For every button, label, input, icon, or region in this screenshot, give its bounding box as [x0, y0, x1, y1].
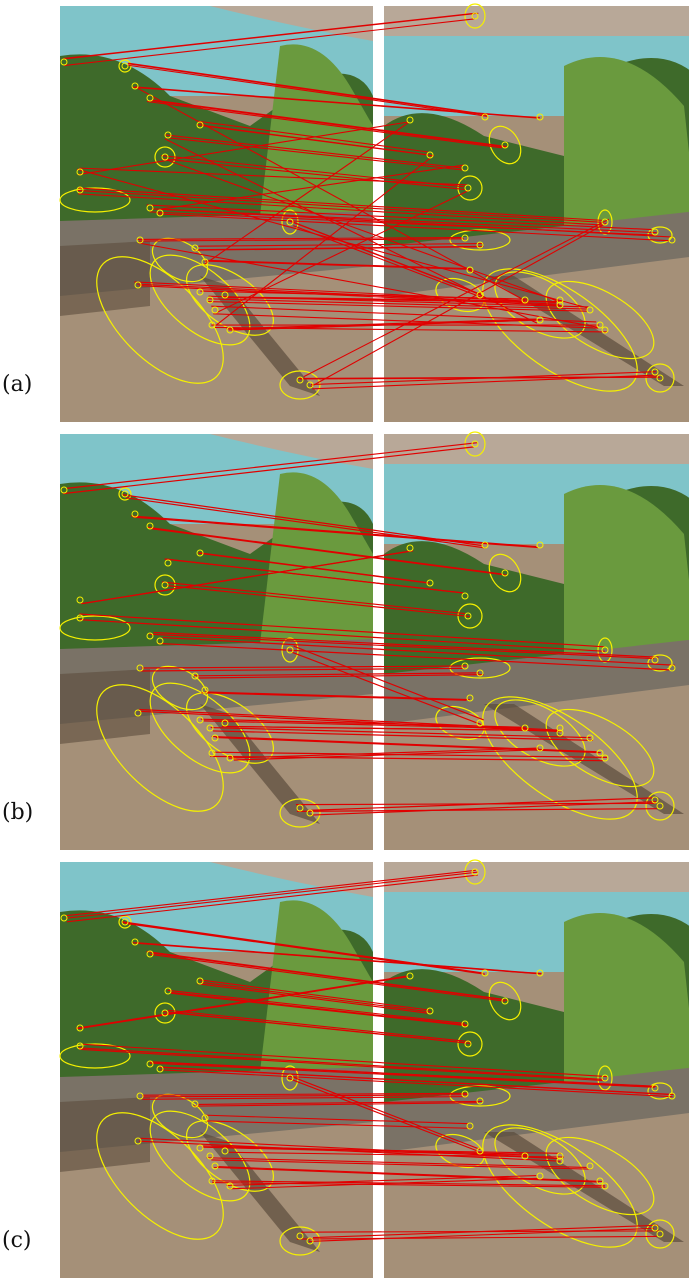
left-image	[60, 6, 373, 422]
scene-right	[384, 434, 689, 850]
panel-b: (b)	[0, 428, 689, 853]
scene-left	[60, 434, 373, 850]
panel-label: (c)	[2, 1228, 32, 1253]
scene-right	[384, 6, 689, 422]
panel-label: (a)	[2, 372, 33, 397]
right-image	[384, 434, 689, 850]
left-image	[60, 862, 373, 1278]
scene-left	[60, 6, 373, 422]
panel-c: (c)	[0, 856, 689, 1281]
right-image	[384, 862, 689, 1278]
left-image	[60, 434, 373, 850]
panel-a: (a)	[0, 0, 689, 425]
panel-label: (b)	[2, 800, 34, 825]
scene-right	[384, 862, 689, 1278]
scene-left	[60, 862, 373, 1278]
right-image	[384, 6, 689, 422]
